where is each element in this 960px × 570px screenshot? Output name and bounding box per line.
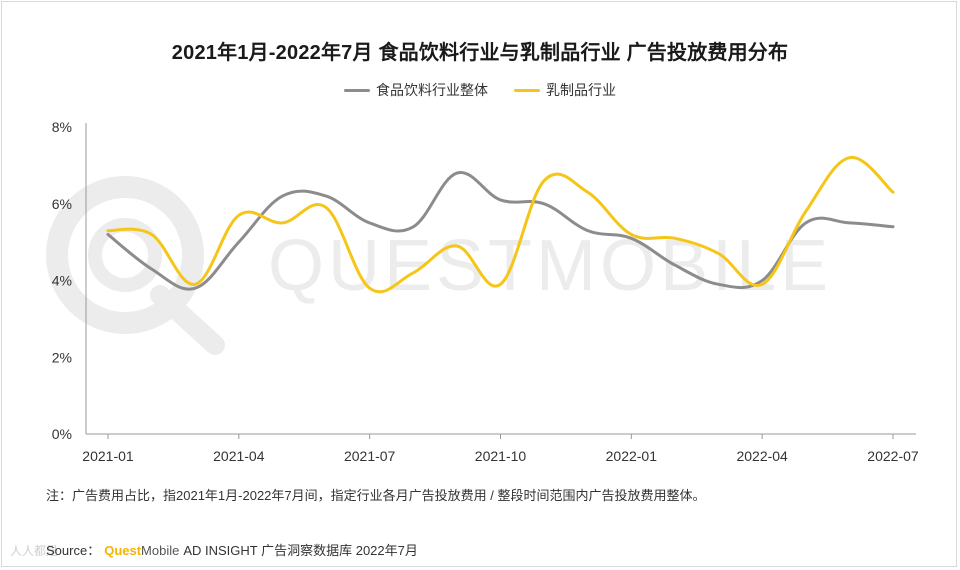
brand-quest: Quest xyxy=(104,543,142,558)
y-tick-label: 4% xyxy=(52,273,72,289)
y-tick-label: 6% xyxy=(52,196,72,212)
x-tick-label: 2022-04 xyxy=(736,448,788,464)
legend-swatch-overall xyxy=(344,88,370,92)
x-tick-label: 2022-01 xyxy=(606,448,658,464)
brand-mobile: Mobile xyxy=(141,543,180,558)
x-tick-label: 2021-10 xyxy=(475,448,527,464)
legend-swatch-dairy xyxy=(514,88,540,92)
corner-watermark: 人人都是 xyxy=(10,544,59,558)
watermark-text: QUESTMOBILE xyxy=(268,226,832,306)
y-tick-label: 0% xyxy=(52,426,72,442)
x-tick-label: 2021-07 xyxy=(344,448,396,464)
legend-item-dairy: 乳制品行业 xyxy=(514,80,616,100)
source-brand: QuestMobile xyxy=(104,543,179,558)
legend-label-dairy: 乳制品行业 xyxy=(546,82,616,98)
source-prefix: Source： xyxy=(46,543,101,558)
source-suffix: AD INSIGHT 广告洞察数据库 2022年7月 xyxy=(183,543,418,558)
x-tick-label: 2021-01 xyxy=(82,448,134,464)
legend-label-overall: 食品饮料行业整体 xyxy=(376,82,488,98)
watermark-logo-icon xyxy=(46,176,225,355)
watermark: QUESTMOBILE xyxy=(46,176,832,355)
series-layer xyxy=(106,156,895,294)
y-tick-label: 2% xyxy=(52,349,72,365)
y-tick-label: 8% xyxy=(52,119,72,135)
x-tick-label: 2021-04 xyxy=(213,448,265,464)
legend: 食品饮料行业整体 乳制品行业 xyxy=(0,80,960,100)
series-line-food-beverage-overall xyxy=(106,171,895,291)
source-line: Source： QuestMobile AD INSIGHT 广告洞察数据库 2… xyxy=(46,540,418,559)
axes: 0% 2% 4% 6% 8% 2021-01 2021-04 2021-07 2021-10 20… xyxy=(52,119,919,464)
series-line-dairy xyxy=(106,156,895,294)
legend-item-overall: 食品饮料行业整体 xyxy=(344,80,488,100)
x-tick-label: 2022-07 xyxy=(867,448,919,464)
chart-title: 2021年1月-2022年7月 食品饮料行业与乳制品行业 广告投放费用分布 xyxy=(171,42,789,64)
footnote: 注：广告费用占比，指2021年1月-2022年7月间，指定行业各月广告投放费用 … xyxy=(46,488,706,503)
